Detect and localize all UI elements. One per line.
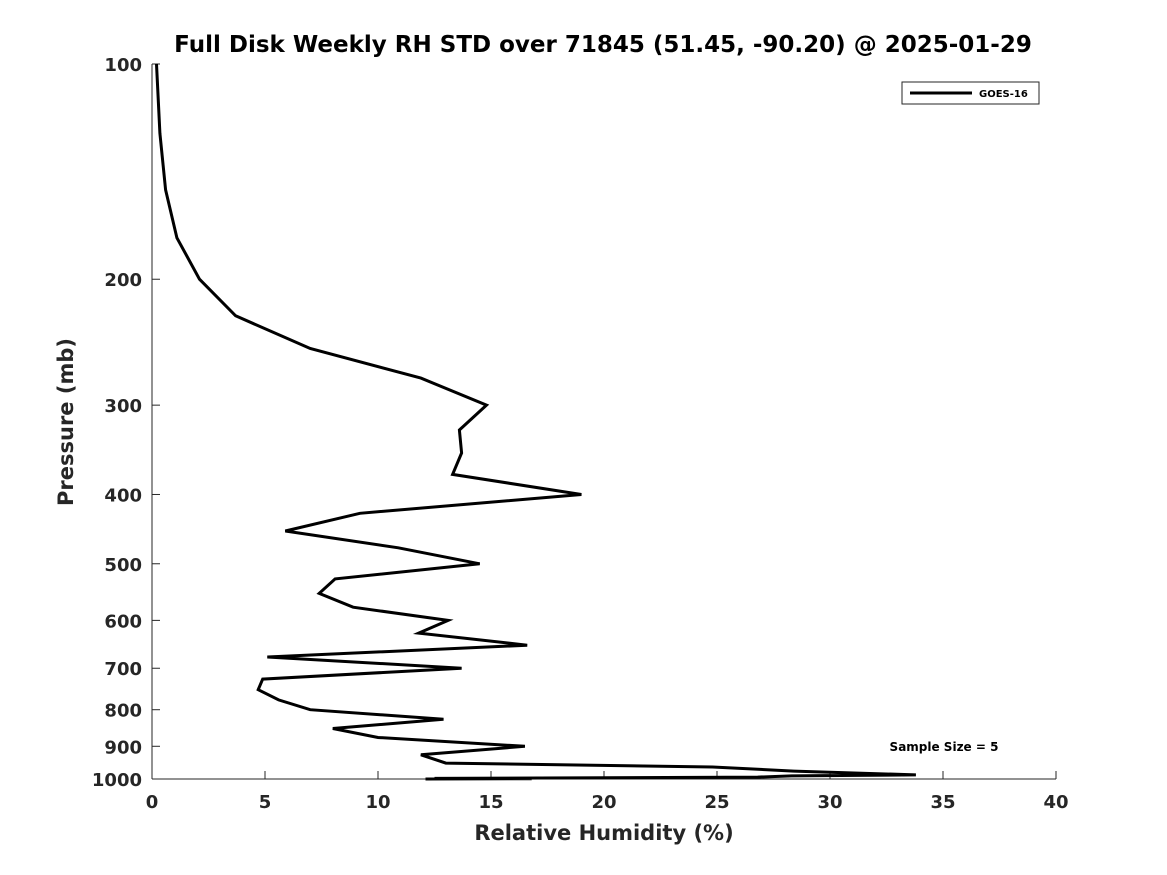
y-tick-label-900: 900 xyxy=(104,737,142,758)
y-tick-label-800: 800 xyxy=(104,701,142,722)
y-tick-label-600: 600 xyxy=(104,611,142,632)
x-tick-label-40: 40 xyxy=(1043,792,1068,813)
x-tick-label-25: 25 xyxy=(704,792,729,813)
y-tick-label-500: 500 xyxy=(104,555,142,576)
x-tick-label-15: 15 xyxy=(478,792,503,813)
x-tick-label-35: 35 xyxy=(930,792,955,813)
y-tick-label-700: 700 xyxy=(104,659,142,680)
y-axis-ticks: 100 200 300 400 500 600 700 800 900 1000 xyxy=(92,55,160,791)
y-tick-label-100: 100 xyxy=(104,55,142,76)
x-tick-label-30: 30 xyxy=(817,792,842,813)
y-tick-label-300: 300 xyxy=(104,396,142,417)
y-tick-label-400: 400 xyxy=(104,485,142,506)
x-tick-label-10: 10 xyxy=(365,792,390,813)
sample-size-annotation: Sample Size = 5 xyxy=(890,740,999,754)
x-axis-label: Relative Humidity (%) xyxy=(474,821,733,845)
x-tick-label-0: 0 xyxy=(146,792,159,813)
y-tick-label-1000: 1000 xyxy=(92,770,142,791)
x-tick-label-20: 20 xyxy=(591,792,616,813)
chart-title: Full Disk Weekly RH STD over 71845 (51.4… xyxy=(174,32,1032,58)
legend-label-goes-16: GOES-16 xyxy=(979,89,1028,100)
series-line-goes-16 xyxy=(155,63,916,781)
x-tick-label-5: 5 xyxy=(259,792,272,813)
legend: GOES-16 xyxy=(901,81,1040,105)
y-axis-label: Pressure (mb) xyxy=(54,338,78,506)
y-tick-label-200: 200 xyxy=(104,270,142,291)
x-axis-ticks: 0 5 10 15 20 25 30 35 40 xyxy=(146,771,1069,813)
series-group xyxy=(155,63,916,781)
plot-area xyxy=(151,64,1056,780)
